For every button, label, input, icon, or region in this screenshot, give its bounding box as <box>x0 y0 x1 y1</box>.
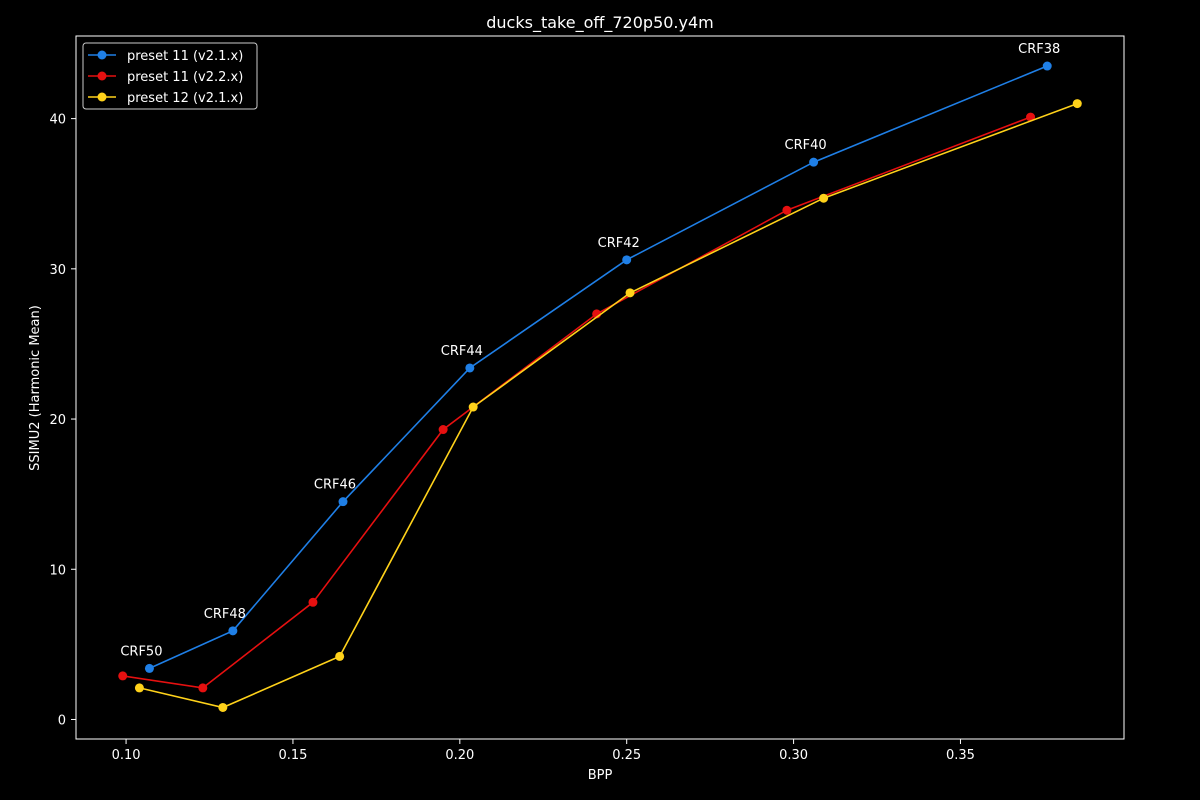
legend: preset 11 (v2.1.x) preset 11 (v2.2.x) pres… <box>82 42 258 110</box>
data-point <box>465 363 475 373</box>
series-3 <box>134 99 1082 712</box>
data-point <box>198 683 208 693</box>
series-1 <box>144 61 1052 673</box>
x-axis-label: BPP <box>588 768 613 783</box>
y-axis: 0 10 20 30 40 <box>49 113 76 728</box>
x-tick-label: 0.15 <box>278 748 307 763</box>
series-2 <box>118 112 1036 693</box>
series-line <box>122 116 1031 689</box>
y-tick-label: 10 <box>49 563 66 578</box>
y-tick-label: 40 <box>49 113 66 128</box>
legend-label: preset 11 (v2.1.x) <box>127 49 243 64</box>
crf-annotation: CRF50 <box>120 644 162 659</box>
y-tick-label: 0 <box>58 713 66 728</box>
data-point <box>308 597 318 607</box>
x-tick-label: 0.35 <box>946 748 975 763</box>
x-axis: 0.10 0.15 0.20 0.25 0.30 0.35 <box>112 739 975 763</box>
x-tick-label: 0.20 <box>445 748 474 763</box>
legend-marker <box>97 71 107 81</box>
data-point <box>118 671 128 681</box>
data-point <box>622 255 632 265</box>
x-tick-label: 0.25 <box>612 748 641 763</box>
crf-annotation: CRF48 <box>204 607 246 622</box>
data-point <box>134 683 144 693</box>
y-tick-label: 30 <box>49 263 66 278</box>
data-point <box>819 193 829 203</box>
data-point <box>1042 61 1052 71</box>
data-point <box>438 425 448 435</box>
chart-title: ducks_take_off_720p50.y4m <box>486 13 714 33</box>
data-point <box>468 402 478 412</box>
legend-box <box>82 42 258 110</box>
plot-frame <box>75 35 1125 740</box>
legend-label: preset 11 (v2.2.x) <box>127 70 243 85</box>
data-point <box>144 663 154 673</box>
data-point <box>1072 99 1082 109</box>
y-axis-label: SSIMU2 (Harmonic Mean) <box>28 305 43 471</box>
annotations: CRF50 CRF48 CRF46 CRF44 CRF42 CRF40 CRF38 <box>120 42 1060 659</box>
data-point <box>228 626 238 636</box>
data-point <box>809 157 819 167</box>
plot-area <box>75 35 1125 740</box>
series-layer <box>118 61 1082 712</box>
crf-annotation: CRF44 <box>441 344 483 359</box>
series-line <box>149 65 1048 670</box>
crf-annotation: CRF46 <box>314 478 356 493</box>
legend-marker <box>97 50 107 60</box>
data-point <box>335 651 345 661</box>
x-tick-label: 0.30 <box>779 748 808 763</box>
x-tick-label: 0.10 <box>112 748 141 763</box>
data-point <box>218 702 228 712</box>
crf-annotation: CRF38 <box>1018 42 1060 57</box>
data-point <box>625 288 635 298</box>
series-line <box>139 102 1078 709</box>
crf-annotation: CRF42 <box>598 236 640 251</box>
y-tick-label: 20 <box>49 413 66 428</box>
crf-annotation: CRF40 <box>785 138 827 153</box>
legend-marker <box>97 92 107 102</box>
data-point <box>782 205 792 215</box>
data-point <box>338 497 348 507</box>
legend-label: preset 12 (v2.1.x) <box>127 91 243 106</box>
